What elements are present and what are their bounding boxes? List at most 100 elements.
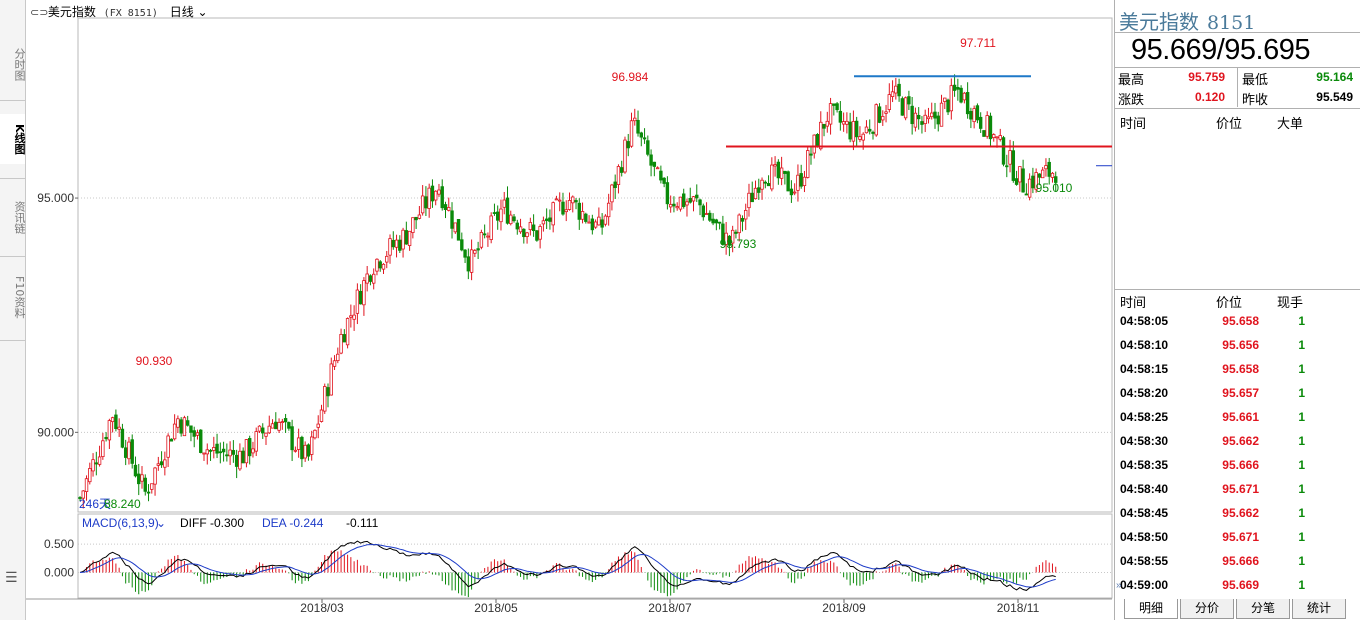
menu-icon[interactable]: ☰ bbox=[5, 569, 18, 585]
candle-body bbox=[208, 449, 213, 452]
candle-body bbox=[404, 230, 409, 245]
peak-label: 90.930 bbox=[136, 354, 173, 368]
candle-body bbox=[424, 196, 428, 209]
candle-body bbox=[972, 108, 976, 123]
candle-body bbox=[969, 111, 973, 120]
candle-body bbox=[274, 421, 278, 430]
candle-body bbox=[620, 167, 624, 173]
candle-body bbox=[137, 473, 141, 485]
candle-body bbox=[779, 167, 784, 179]
tab-price-dist[interactable]: 分价 bbox=[1180, 599, 1234, 619]
candle-body bbox=[727, 235, 732, 246]
candle-body bbox=[228, 449, 232, 457]
candle-body bbox=[192, 430, 196, 437]
candle-body bbox=[841, 121, 846, 125]
candle-body bbox=[786, 171, 790, 192]
candle-body bbox=[988, 115, 993, 140]
candle-body bbox=[815, 133, 820, 148]
candle-body bbox=[101, 440, 105, 457]
candle-body bbox=[884, 111, 888, 114]
candle-body bbox=[225, 454, 229, 457]
days-count-label: 246天 bbox=[79, 497, 111, 511]
candle-body bbox=[554, 198, 559, 201]
candle-body bbox=[159, 461, 164, 466]
candle-body bbox=[580, 211, 585, 220]
candle-body bbox=[277, 422, 281, 431]
candle-body bbox=[496, 211, 500, 221]
candle-body bbox=[1031, 175, 1035, 189]
y-tick-label: 90.000 bbox=[37, 425, 74, 439]
tick-time: 04:58:35 bbox=[1120, 458, 1169, 472]
candle-body bbox=[868, 128, 872, 132]
candle-body bbox=[270, 423, 275, 429]
candle-body bbox=[910, 105, 914, 125]
candle-body bbox=[264, 432, 268, 437]
candle-body bbox=[907, 96, 911, 105]
candle-body bbox=[538, 226, 542, 240]
chevron-down-icon: ⌄ bbox=[156, 516, 166, 530]
candle-body bbox=[949, 85, 954, 112]
scroll-arrow-icon[interactable]: » bbox=[1116, 580, 1122, 591]
tick-volume: 1 bbox=[1298, 506, 1305, 520]
candle-body bbox=[819, 121, 823, 150]
x-tick-label: 2018/05 bbox=[474, 601, 518, 615]
candle-body bbox=[848, 121, 852, 140]
tab-news[interactable]: 资讯链 bbox=[13, 200, 26, 234]
tick-row: 04:58:25 95.661 1 bbox=[1115, 406, 1360, 430]
candle-body bbox=[662, 177, 666, 184]
candle-body bbox=[489, 215, 493, 240]
candle-body bbox=[695, 194, 699, 199]
period-label: 日线 bbox=[169, 5, 194, 19]
period-select[interactable]: 日线 ⌄ bbox=[170, 5, 208, 19]
candle-body bbox=[558, 199, 562, 202]
candle-body bbox=[682, 193, 686, 207]
tab-ticks[interactable]: 分笔 bbox=[1236, 599, 1290, 619]
tick-price: 95.666 bbox=[1222, 554, 1259, 568]
candle-body bbox=[1044, 165, 1048, 170]
candle-body bbox=[737, 214, 741, 234]
tick-time: 04:59:00 bbox=[1120, 578, 1169, 592]
candle-body bbox=[443, 204, 448, 211]
tab-detail[interactable]: 明细 bbox=[1124, 599, 1178, 619]
candle-body bbox=[512, 216, 516, 222]
candle-body bbox=[261, 427, 265, 434]
candle-body bbox=[94, 462, 99, 465]
candle-body bbox=[391, 239, 395, 248]
candle-body bbox=[195, 432, 200, 436]
candle-body bbox=[985, 115, 989, 137]
ticks-time-header: 时间 bbox=[1120, 296, 1147, 311]
candle-body bbox=[329, 363, 333, 396]
low-label: 最低 bbox=[1242, 73, 1269, 88]
candle-body bbox=[678, 196, 683, 210]
candle-body bbox=[130, 439, 134, 464]
link-icon[interactable]: ⊂⊃ bbox=[30, 6, 49, 19]
candle-body bbox=[450, 210, 454, 229]
tick-volume: 1 bbox=[1298, 578, 1305, 592]
tab-f10[interactable]: F10资料 bbox=[13, 275, 26, 319]
tick-volume: 1 bbox=[1298, 338, 1305, 352]
candle-body bbox=[234, 454, 239, 467]
candle-body bbox=[600, 219, 604, 228]
candle-body bbox=[505, 197, 510, 224]
tick-time: 04:58:30 bbox=[1120, 434, 1169, 448]
macd-y-tick-label: 0.500 bbox=[44, 537, 74, 551]
change-value: 0.120 bbox=[1194, 90, 1225, 104]
candle-body bbox=[773, 164, 777, 167]
candle-body bbox=[587, 221, 591, 224]
candle-body bbox=[189, 425, 193, 433]
candle-body bbox=[835, 103, 839, 111]
tick-time: 04:58:45 bbox=[1120, 506, 1169, 520]
tick-volume: 1 bbox=[1298, 410, 1305, 424]
tab-stats[interactable]: 统计 bbox=[1292, 599, 1346, 619]
candle-body bbox=[903, 97, 908, 119]
candle-body bbox=[411, 217, 415, 233]
tab-time-sharing[interactable]: 分时图 bbox=[13, 47, 26, 81]
candle-body bbox=[675, 206, 679, 209]
panel-symbol-name: 美元指数 bbox=[1119, 10, 1199, 34]
tab-kline[interactable]: K线图 bbox=[0, 114, 26, 164]
candle-body bbox=[463, 249, 467, 258]
candle-body bbox=[541, 220, 546, 225]
candle-body bbox=[407, 230, 412, 246]
candle-body bbox=[375, 258, 379, 272]
candle-body bbox=[1014, 178, 1019, 185]
